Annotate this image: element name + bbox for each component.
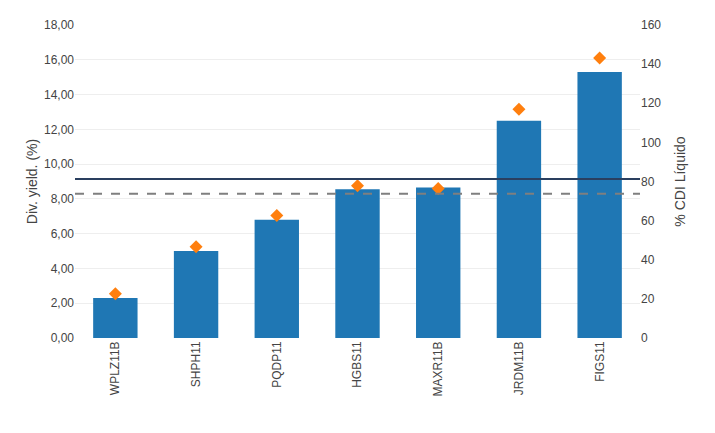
svg-text:2,00: 2,00 (51, 296, 75, 310)
svg-text:WPLZ11B: WPLZ11B (108, 341, 122, 395)
svg-text:160: 160 (641, 18, 661, 32)
svg-text:0,00: 0,00 (51, 331, 75, 345)
svg-text:40: 40 (641, 253, 655, 267)
svg-text:MAXR11B: MAXR11B (431, 341, 445, 396)
svg-text:HGBS11: HGBS11 (350, 341, 364, 388)
svg-text:% CDI Líquido: % CDI Líquido (672, 136, 688, 226)
svg-text:18,00: 18,00 (44, 18, 74, 32)
svg-text:16,00: 16,00 (44, 53, 74, 67)
svg-text:4,00: 4,00 (51, 262, 75, 276)
svg-text:20: 20 (641, 292, 655, 306)
svg-text:100: 100 (641, 136, 661, 150)
svg-text:8,00: 8,00 (51, 192, 75, 206)
svg-text:10,00: 10,00 (44, 157, 74, 171)
svg-text:80: 80 (641, 175, 655, 189)
svg-text:0: 0 (641, 331, 648, 345)
svg-text:120: 120 (641, 96, 661, 110)
svg-text:JRDM11B: JRDM11B (512, 341, 526, 395)
svg-text:60: 60 (641, 214, 655, 228)
svg-text:Div. yield. (%): Div. yield. (%) (24, 139, 40, 224)
svg-text:14,00: 14,00 (44, 88, 74, 102)
svg-text:FIGS11: FIGS11 (593, 341, 607, 382)
svg-text:6,00: 6,00 (51, 227, 75, 241)
svg-text:PQDP11: PQDP11 (270, 341, 284, 388)
svg-text:SHPH11: SHPH11 (189, 341, 203, 387)
svg-text:12,00: 12,00 (44, 123, 74, 137)
svg-text:140: 140 (641, 57, 661, 71)
